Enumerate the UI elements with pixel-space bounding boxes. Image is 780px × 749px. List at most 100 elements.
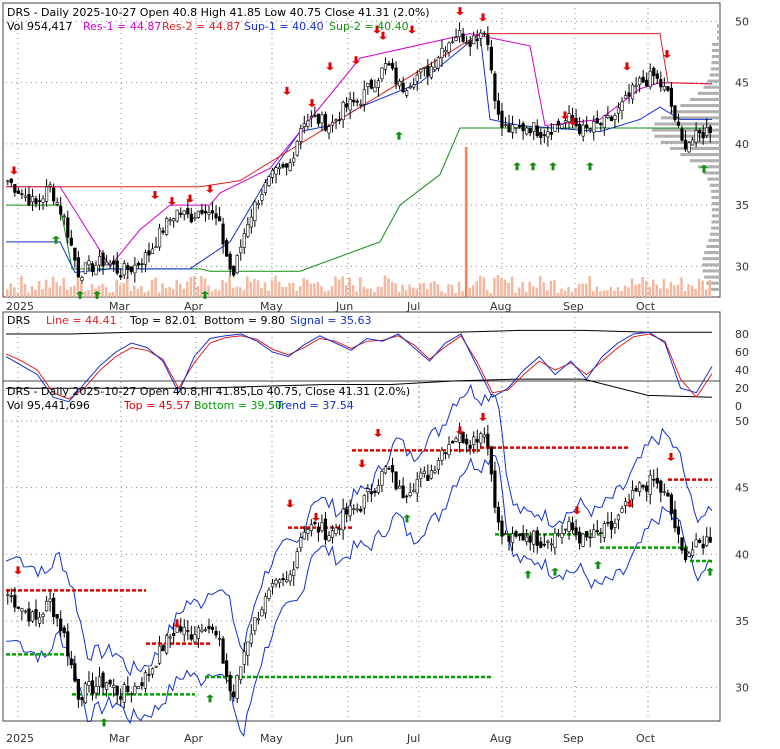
res1-line [6, 33, 713, 268]
trend-x-tick-label: Jul [406, 732, 420, 745]
trend-candle-body [465, 438, 469, 445]
candle-body [613, 115, 617, 120]
volume-bar [616, 287, 620, 297]
candle-body [595, 118, 599, 124]
trend-lines [5, 383, 713, 738]
lower-envelope [5, 454, 713, 738]
sell-arrow [206, 184, 214, 193]
candle-body [168, 219, 172, 222]
y-tick-label: 45 [735, 77, 749, 90]
trend-candle-body [535, 530, 539, 546]
trend-candle-body [348, 505, 352, 517]
trend-candle-body [210, 626, 215, 630]
trend-candle-body [168, 636, 172, 639]
candle-body [44, 186, 49, 202]
candle-body [73, 247, 77, 261]
volume-bar [443, 292, 447, 297]
trend-candle-body [500, 520, 504, 537]
volume-bar [302, 278, 306, 297]
trend-candle-body [126, 685, 130, 692]
candle-body [447, 42, 451, 53]
candle-body [327, 126, 331, 134]
profile-bar [709, 183, 720, 187]
trend-candle-body [383, 466, 388, 474]
candle-body [666, 86, 670, 91]
trend-x-tick-label: Oct [636, 732, 656, 745]
candle-body [115, 260, 119, 274]
volume-bar [129, 291, 133, 297]
volume-bar [327, 290, 330, 297]
candle-body [267, 176, 271, 186]
volume-bar [450, 284, 454, 297]
volume-bar [687, 284, 690, 297]
profile-bar [709, 232, 720, 236]
volume-bar [401, 284, 404, 297]
trend-candle-body [570, 522, 575, 531]
candle-body [518, 125, 522, 128]
volume-bar [267, 290, 270, 297]
stoch-y-ticks: 80 60 40 20 0 [735, 328, 749, 413]
trend-candle-body [323, 518, 328, 540]
trend-candle-body [196, 627, 200, 639]
buy-arrow [100, 718, 108, 727]
candle-body [390, 62, 395, 69]
candle-body [489, 46, 493, 71]
trend-candle-body [161, 645, 165, 652]
volume-bar [37, 281, 41, 297]
profile-bar [660, 140, 720, 144]
trend-candle-body [556, 533, 561, 536]
trend-candle-body [510, 533, 515, 543]
sell-arrow [374, 429, 382, 437]
trend-candle-body [662, 491, 666, 493]
volume-bar [531, 286, 535, 297]
candle-body [165, 218, 169, 235]
sell-arrow [456, 426, 464, 435]
candle-body [705, 127, 709, 136]
candle-body [193, 217, 197, 220]
volume-bar [584, 283, 588, 297]
trend-candle-body [369, 491, 373, 495]
volume-bar [295, 290, 298, 297]
volume-bar [609, 287, 613, 297]
trend-candle-body [553, 532, 557, 548]
trend-candle-body [55, 614, 59, 619]
trend-candle-body [405, 495, 409, 498]
candle-body [214, 213, 218, 219]
candle-body [698, 130, 702, 134]
volume-bar [500, 277, 503, 297]
volume-bar [126, 276, 129, 297]
volume-bar [164, 287, 168, 297]
volume-bar [415, 288, 419, 297]
profile-bar [707, 79, 720, 83]
trend-candle-body [182, 626, 186, 636]
trend-candle-body [16, 606, 20, 609]
volume-bar [648, 286, 651, 297]
profile-bar [704, 251, 720, 255]
candle-body [708, 126, 712, 134]
candle-body [662, 85, 666, 90]
profile-bar [652, 128, 720, 132]
candle-body [30, 196, 35, 203]
trend-candle-body [581, 533, 585, 547]
volume-bar [408, 284, 411, 297]
trend-candle-body [112, 685, 116, 688]
candle-body [330, 121, 335, 126]
volume-bar [171, 288, 175, 297]
volume-bar [143, 292, 147, 297]
trend-candle-body [288, 574, 292, 582]
trend-candle-body [676, 526, 681, 535]
volume-bar [235, 286, 238, 297]
trend-candle-body [200, 629, 204, 632]
trend-candle-body [440, 450, 444, 461]
trend-candle-body [655, 477, 659, 484]
trend-candle-body [613, 523, 617, 528]
trend-candle-body [292, 569, 296, 576]
volume-bar [574, 288, 577, 297]
candle-body [27, 194, 31, 206]
profile-bar [711, 42, 720, 46]
profile-bar [697, 91, 720, 95]
volume-bar [482, 277, 486, 297]
volume-bar [118, 284, 122, 297]
volume-bar [489, 292, 493, 297]
trend-arrows [14, 413, 714, 727]
